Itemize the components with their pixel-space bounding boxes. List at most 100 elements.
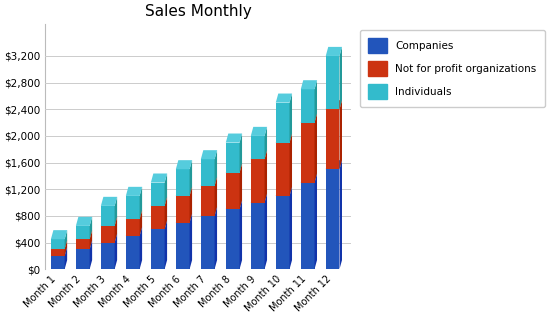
Polygon shape	[326, 100, 342, 109]
Polygon shape	[326, 47, 342, 56]
Polygon shape	[339, 47, 342, 109]
Polygon shape	[214, 177, 217, 216]
Polygon shape	[126, 227, 142, 236]
Polygon shape	[251, 159, 265, 203]
Polygon shape	[265, 193, 267, 269]
Polygon shape	[201, 216, 214, 269]
Polygon shape	[214, 150, 217, 186]
Polygon shape	[276, 93, 292, 103]
Polygon shape	[51, 249, 65, 256]
Polygon shape	[101, 217, 117, 226]
Polygon shape	[251, 203, 265, 269]
Polygon shape	[114, 197, 117, 226]
Polygon shape	[226, 142, 240, 173]
Polygon shape	[315, 80, 317, 123]
Polygon shape	[151, 174, 167, 183]
Polygon shape	[101, 233, 117, 243]
Polygon shape	[151, 206, 164, 229]
Polygon shape	[101, 226, 114, 243]
Polygon shape	[226, 163, 242, 173]
Polygon shape	[301, 183, 315, 269]
Polygon shape	[51, 247, 67, 256]
Polygon shape	[76, 217, 92, 226]
Polygon shape	[251, 127, 267, 136]
Polygon shape	[176, 187, 192, 196]
Polygon shape	[176, 196, 190, 223]
Polygon shape	[251, 193, 267, 203]
Polygon shape	[226, 173, 240, 209]
Polygon shape	[326, 160, 342, 169]
Polygon shape	[190, 213, 192, 269]
Polygon shape	[176, 223, 190, 269]
Polygon shape	[240, 200, 242, 269]
Polygon shape	[201, 159, 214, 186]
Polygon shape	[201, 150, 217, 159]
Polygon shape	[126, 210, 142, 219]
Polygon shape	[326, 56, 339, 109]
Polygon shape	[289, 134, 292, 196]
Polygon shape	[326, 169, 339, 269]
Polygon shape	[151, 220, 167, 229]
Polygon shape	[126, 187, 142, 196]
Polygon shape	[289, 93, 292, 142]
Polygon shape	[90, 230, 92, 249]
Polygon shape	[276, 187, 292, 196]
Polygon shape	[226, 209, 240, 269]
Polygon shape	[289, 187, 292, 269]
Polygon shape	[276, 142, 289, 196]
Polygon shape	[265, 150, 267, 203]
Polygon shape	[190, 160, 192, 196]
Polygon shape	[126, 196, 140, 219]
Polygon shape	[315, 114, 317, 183]
Polygon shape	[240, 163, 242, 209]
Polygon shape	[339, 160, 342, 269]
Legend: Companies, Not for profit organizations, Individuals: Companies, Not for profit organizations,…	[360, 30, 544, 107]
Polygon shape	[251, 150, 267, 159]
Polygon shape	[276, 196, 289, 269]
Polygon shape	[101, 197, 117, 206]
Polygon shape	[176, 160, 192, 169]
Polygon shape	[76, 226, 90, 239]
Polygon shape	[251, 136, 265, 159]
Polygon shape	[226, 200, 242, 209]
Polygon shape	[326, 109, 339, 169]
Polygon shape	[301, 89, 315, 123]
Polygon shape	[51, 240, 67, 249]
Polygon shape	[126, 219, 140, 236]
Polygon shape	[114, 233, 117, 269]
Polygon shape	[151, 183, 164, 206]
Polygon shape	[276, 134, 292, 142]
Polygon shape	[176, 169, 190, 196]
Polygon shape	[65, 247, 67, 269]
Polygon shape	[190, 187, 192, 223]
Polygon shape	[51, 256, 65, 269]
Polygon shape	[276, 103, 289, 142]
Polygon shape	[151, 197, 167, 206]
Polygon shape	[51, 239, 65, 249]
Polygon shape	[339, 100, 342, 169]
Polygon shape	[151, 229, 164, 269]
Polygon shape	[214, 207, 217, 269]
Polygon shape	[140, 210, 142, 236]
Polygon shape	[76, 240, 92, 249]
Polygon shape	[265, 127, 267, 159]
Polygon shape	[90, 217, 92, 239]
Polygon shape	[301, 114, 317, 123]
Polygon shape	[301, 123, 315, 183]
Polygon shape	[76, 239, 90, 249]
Polygon shape	[301, 174, 317, 183]
Polygon shape	[164, 197, 167, 229]
Polygon shape	[65, 230, 67, 249]
Polygon shape	[90, 240, 92, 269]
Polygon shape	[51, 230, 67, 239]
Polygon shape	[76, 249, 90, 269]
Polygon shape	[126, 236, 140, 269]
Polygon shape	[226, 134, 242, 142]
Title: Sales Monthly: Sales Monthly	[145, 4, 252, 19]
Polygon shape	[101, 243, 114, 269]
Polygon shape	[114, 217, 117, 243]
Polygon shape	[164, 220, 167, 269]
Polygon shape	[101, 206, 114, 226]
Polygon shape	[315, 174, 317, 269]
Polygon shape	[201, 177, 217, 186]
